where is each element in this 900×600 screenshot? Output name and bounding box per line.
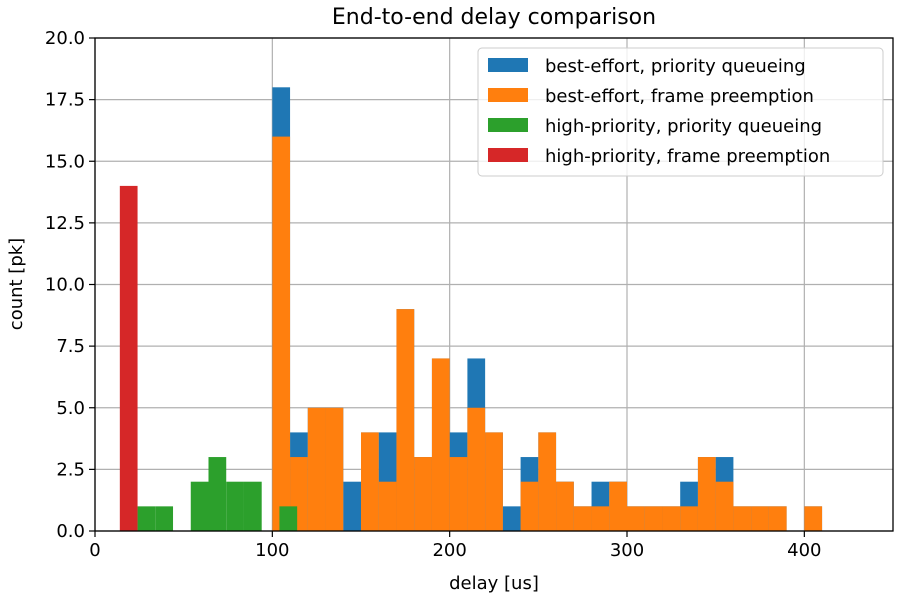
histogram-bar [325,407,344,531]
histogram-bar [520,481,539,531]
y-tick-label: 17.5 [45,90,85,111]
histogram-bar [155,506,174,531]
histogram-bar [485,432,503,531]
histogram-bar [733,506,752,531]
bars-layer [119,87,823,532]
histogram-bar [449,457,468,531]
histogram-bar [804,506,823,531]
y-tick-label: 10.0 [45,275,85,296]
histogram-bar [609,481,627,531]
histogram-bar [627,506,645,531]
histogram-bar [680,506,698,531]
histogram-bar [279,506,298,531]
histogram-bar [644,506,663,531]
histogram-bar [208,457,227,531]
legend-label-high-priority-fp: high-priority, frame preemption [545,146,830,167]
histogram-bar [431,358,450,531]
histogram-bar [226,481,244,531]
x-axis-label: delay [us] [449,573,539,594]
legend-swatch-high-priority-fp [488,148,528,162]
chart-title: End-to-end delay comparison [332,5,656,30]
y-axis-label: count [pk] [6,238,27,330]
histogram-bar [396,309,415,531]
histogram-bar [697,457,716,531]
histogram-bar [467,407,486,531]
legend-box [477,47,884,177]
histogram-bar [119,185,138,531]
histogram-bar [768,506,787,531]
y-tick-label: 12.5 [45,213,85,234]
histogram-bar [378,481,397,531]
y-tick-label: 20.0 [45,28,85,49]
legend: best-effort, priority queueing best-effo… [477,47,884,177]
histogram-bar [272,136,291,531]
legend-label-best-effort-pq: best-effort, priority queueing [545,56,806,77]
legend-swatch-best-effort-fp [488,88,528,102]
histogram-bar [591,506,610,531]
y-tick-label: 15.0 [45,151,85,172]
y-tick-label: 5.0 [56,398,85,419]
histogram-bar [502,506,521,531]
histogram-bar [556,481,574,531]
ticks-layer: 0 100 200 300 400 0.0 2.5 5.0 7.5 10.0 12.5 15.0 17.… [45,28,822,561]
histogram-bar [190,481,209,531]
y-tick-label: 7.5 [56,336,85,357]
x-tick-label: 100 [255,540,289,561]
legend-swatch-best-effort-pq [488,58,528,72]
x-tick-label: 400 [787,540,821,561]
histogram-bar [343,481,361,531]
x-tick-label: 200 [432,540,466,561]
histogram-bar [573,506,592,531]
histogram-bar [414,457,432,531]
y-tick-label: 0.0 [56,521,85,542]
legend-swatch-high-priority-pq [488,118,528,132]
histogram-bar [751,506,769,531]
histogram-bar [538,432,557,531]
histogram-bar [307,407,326,531]
histogram-bar [715,481,734,531]
x-tick-label: 0 [89,540,100,561]
x-tick-label: 300 [610,540,644,561]
histogram-bar [662,506,681,531]
legend-label-best-effort-fp: best-effort, frame preemption [545,86,814,107]
histogram-bar [243,481,262,531]
histogram-bar [361,432,379,531]
legend-label-high-priority-pq: high-priority, priority queueing [545,116,822,137]
y-tick-label: 2.5 [56,459,85,480]
histogram-bar [137,506,156,531]
